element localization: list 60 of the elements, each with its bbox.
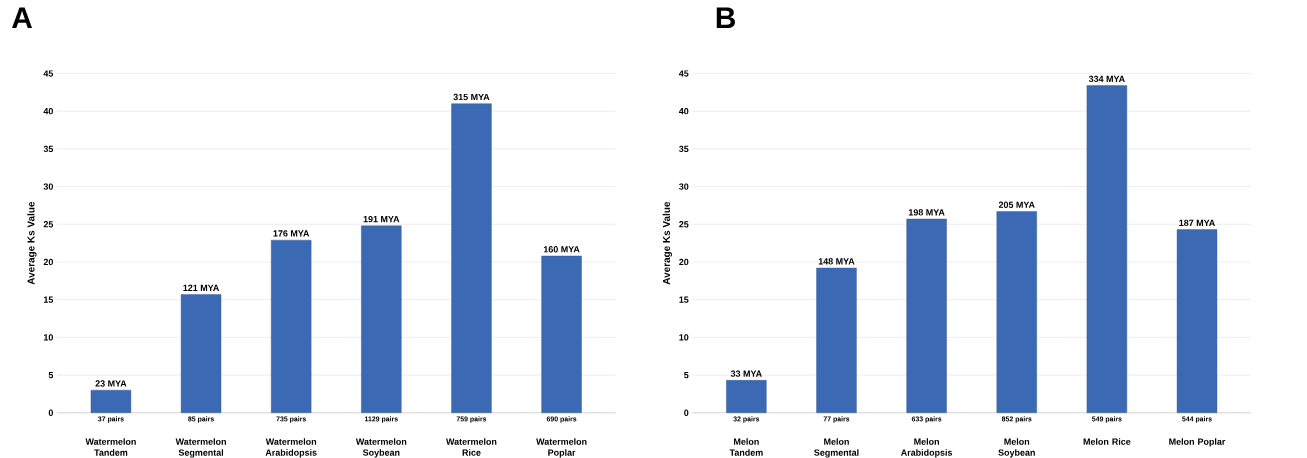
y-tick-label: 45 [678,70,689,77]
annotation: 176 MYA [273,230,310,237]
annotation: 121 MYA [183,284,220,291]
y-tick-label: 5 [48,371,54,379]
y-tick-label: 0 [684,409,689,416]
bar [1176,229,1218,413]
y-tick-label: 20 [43,258,53,266]
x-tick-label: Watermelon Arabidopsis [265,438,317,458]
y-tick-label: 35 [43,145,54,153]
y-tick-label: 5 [684,371,689,379]
annotation: 191 MYA [363,215,400,223]
bar [906,218,947,413]
bar [996,211,1037,413]
annotation: 198 MYA [908,209,945,216]
x-tick-label: Watermelon Tandem [85,438,136,456]
y-axis-title: Average Ks Value [662,201,672,285]
x-tick-label: Melon Soybean [998,438,1035,458]
bar [541,255,582,413]
chart-title: B [716,7,735,29]
x-tick-label: Melon Poplar [1169,438,1226,447]
y-tick-label: 15 [43,296,54,303]
annotation: 315 MYA [453,93,490,101]
x-tick-label: Melon Segmental [814,438,859,458]
bar [271,239,312,413]
annotation: 160 MYA [543,246,580,253]
y-tick-label: 40 [678,108,689,115]
x-tick-label: Melon Tandem [729,438,763,456]
y-tick-label: 30 [43,183,53,190]
y-tick-label: 45 [43,70,54,77]
bar [180,294,222,413]
x-tick-label: Watermelon Soybean [355,438,407,458]
bar [816,267,857,413]
annotation: 334 MYA [1088,75,1125,83]
bar [361,225,402,413]
y-tick-label: 20 [679,258,689,266]
y-tick-label: 25 [43,221,54,228]
x-tick-label: Watermelon Poplar [536,438,587,458]
bar [90,389,132,413]
x-tick-label: Watermelon Rice [446,438,497,456]
y-tick-label: 15 [679,296,689,303]
x-tick-label: Watermelon Segmental [175,438,226,458]
x-tick-label: Melon Arabidopsis [900,438,953,458]
bar [1086,85,1128,413]
annotation: 33 MYA [730,370,762,377]
bar [726,380,767,413]
y-tick-label: 40 [43,108,53,115]
x-tick-label: Melon Rice [1083,438,1131,445]
bar [451,103,492,413]
y-tick-label: 25 [679,221,689,228]
y-axis-title: Average Ks Value [27,201,37,285]
y-tick-label: 30 [679,183,689,190]
annotation: 205 MYA [998,201,1035,208]
y-tick-label: 10 [43,334,53,341]
y-tick-label: 35 [679,145,689,153]
chart-title: A [12,7,33,29]
y-tick-label: 10 [679,334,689,341]
annotation: 23 MYA [95,380,127,387]
annotation: 187 MYA [1179,219,1216,227]
y-tick-label: 0 [48,409,53,416]
annotation: 148 MYA [818,258,855,265]
